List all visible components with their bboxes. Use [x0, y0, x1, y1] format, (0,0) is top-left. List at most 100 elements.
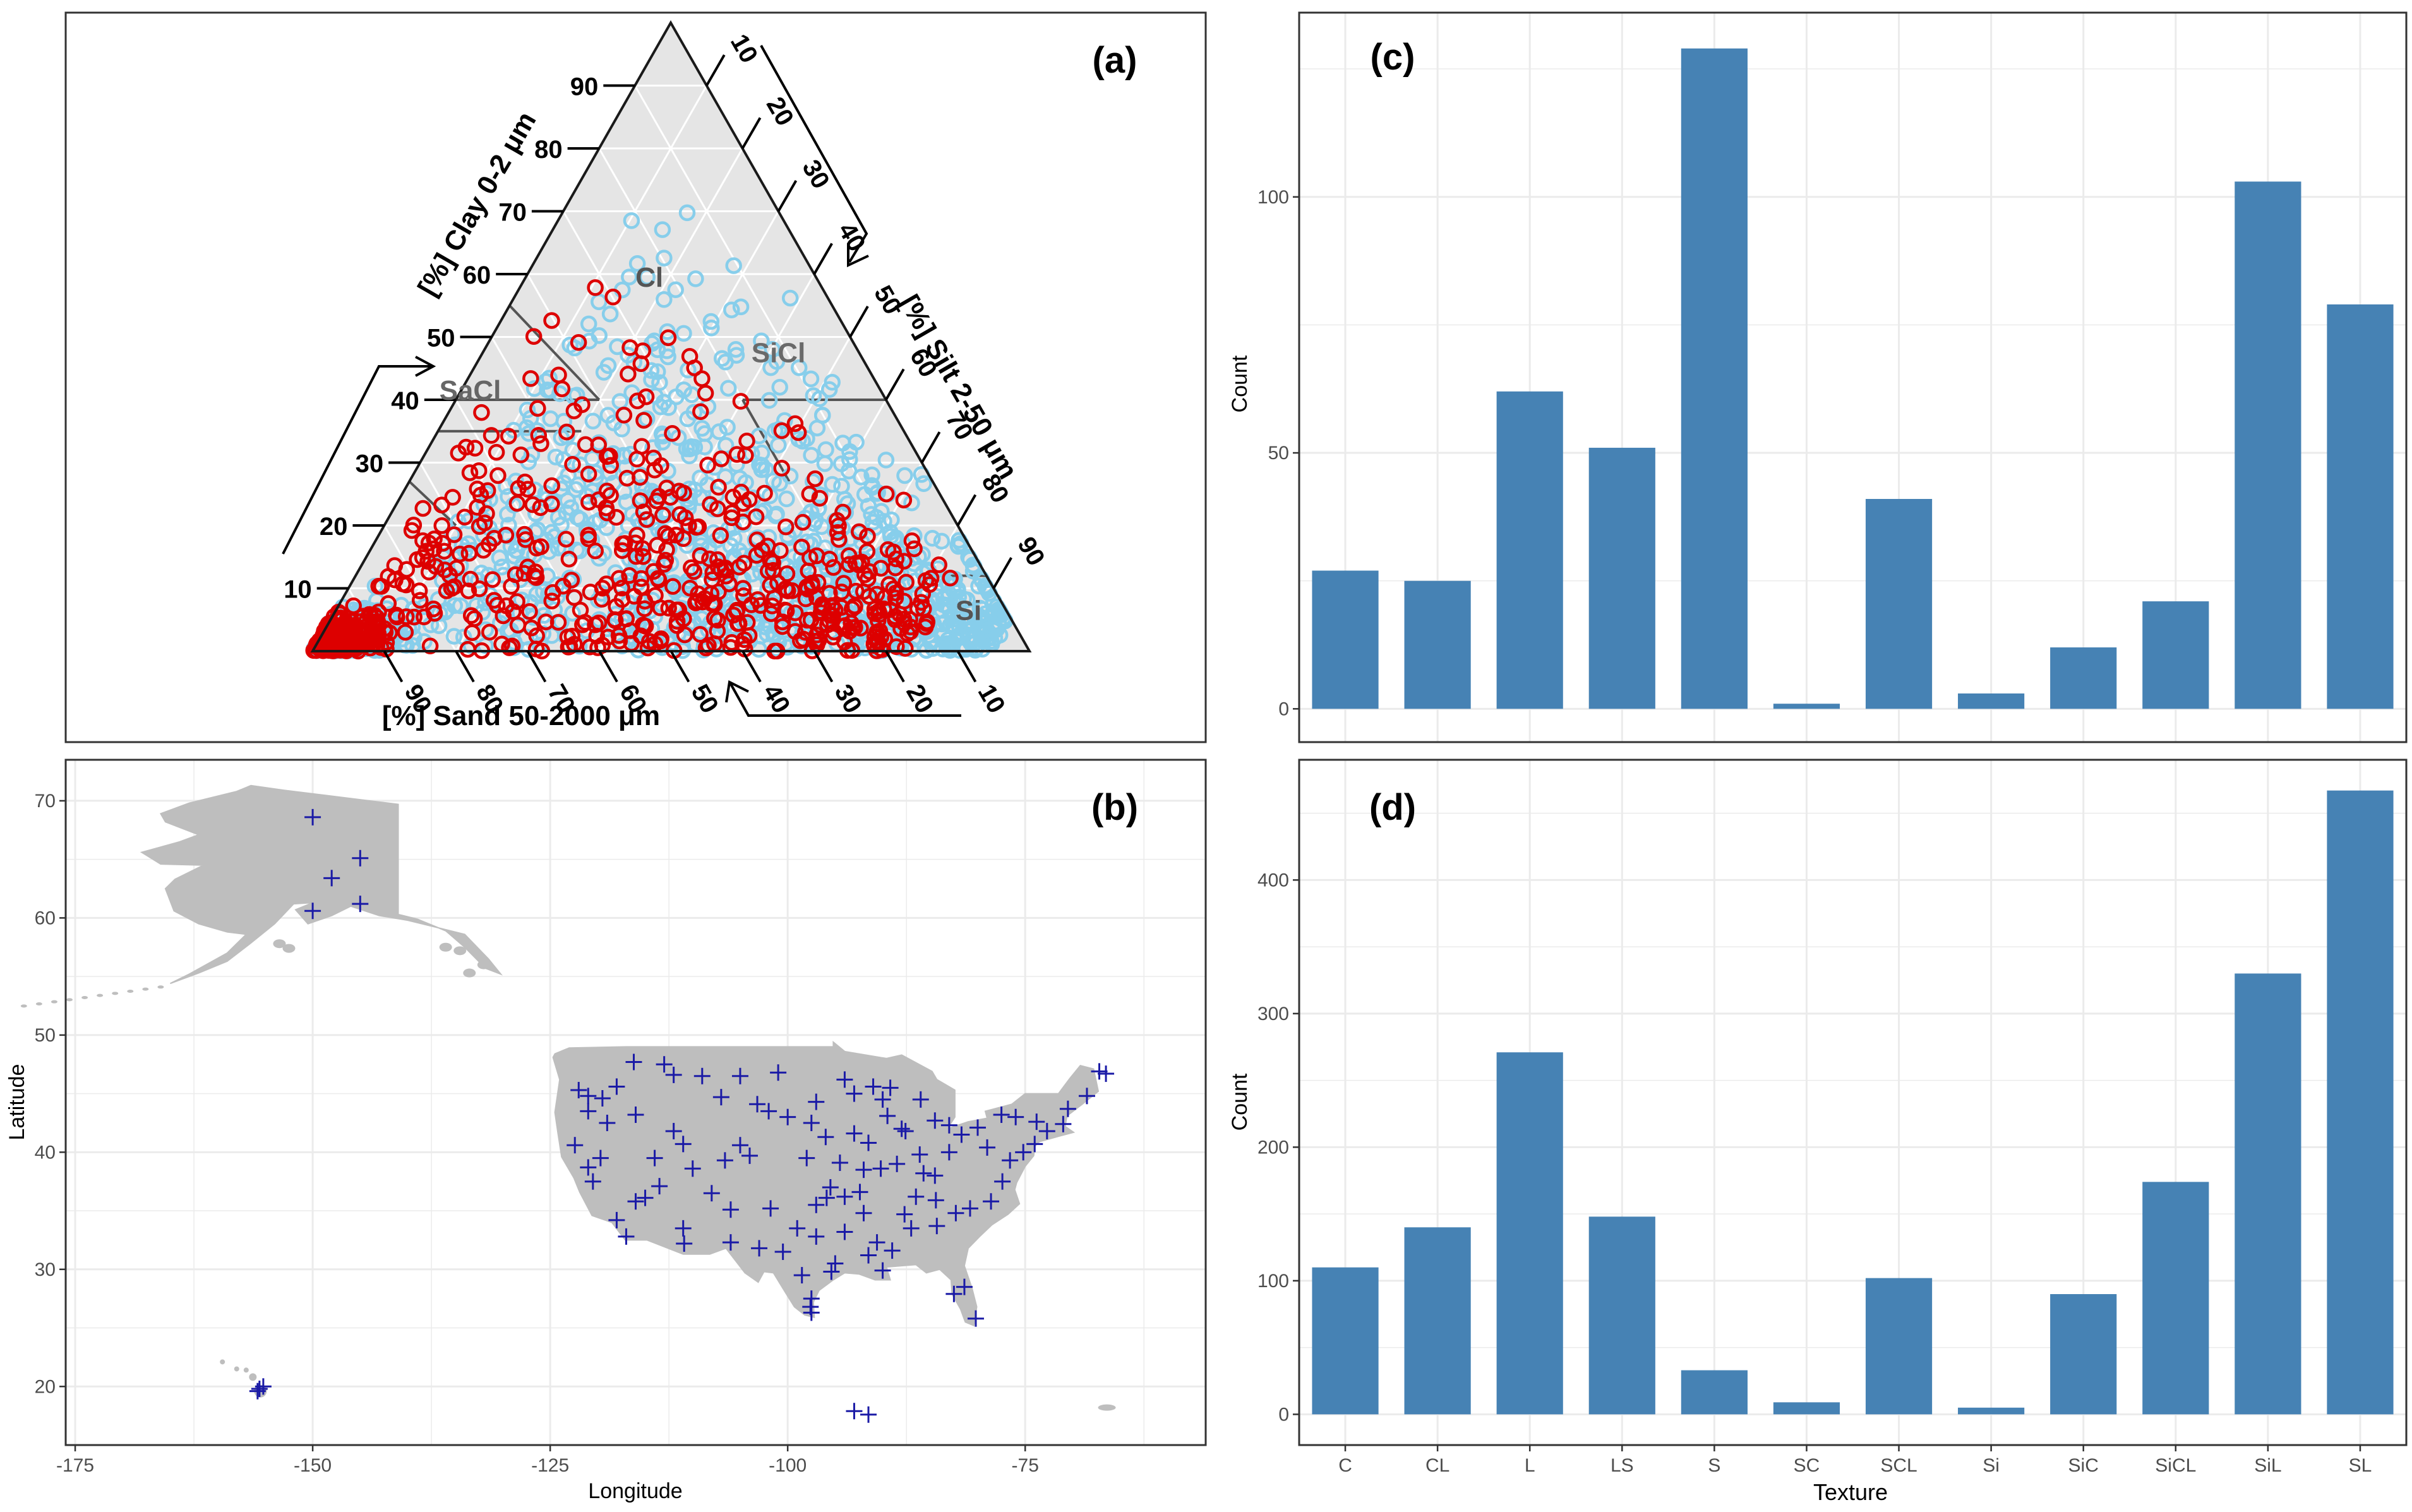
- bar-y-tick-label: 50: [1268, 443, 1289, 464]
- ternary-point: [768, 353, 786, 370]
- sand-tick: [383, 650, 404, 683]
- ternary-point: [762, 605, 780, 622]
- ternary-point: [836, 633, 853, 651]
- bar: [2142, 1182, 2209, 1415]
- ternary-point: [570, 333, 587, 351]
- site-marker: [817, 1129, 834, 1146]
- ternary-point: [896, 553, 913, 570]
- panel-a-label: (a): [1093, 40, 1137, 81]
- aleutian-island: [66, 998, 73, 1002]
- bar-y-tick-label: 300: [1257, 1004, 1289, 1024]
- site-marker: [722, 1234, 739, 1251]
- ternary-point: [921, 576, 939, 593]
- site-marker: [722, 1201, 739, 1218]
- ternary-point: [462, 570, 479, 588]
- ternary-point: [523, 446, 541, 463]
- ternary-point: [621, 268, 638, 285]
- ternary-point: [411, 582, 428, 599]
- silt-arrowhead: [847, 243, 869, 268]
- ternary-point: [521, 603, 538, 620]
- ternary-point: [613, 542, 631, 559]
- texture-class-label: SiCl: [752, 337, 806, 368]
- map-x-tick-label: -150: [294, 1455, 332, 1476]
- ternary-point: [405, 517, 423, 534]
- ternary-point: [866, 601, 884, 618]
- ternary-point: [649, 537, 666, 554]
- ternary-point: [696, 438, 713, 455]
- ternary-point: [388, 606, 405, 624]
- hawaii-island: [249, 1373, 257, 1381]
- silt-tick: [920, 431, 941, 464]
- ternary-point: [753, 332, 770, 350]
- alaska-island: [453, 946, 467, 956]
- map-y-tick-label: 60: [35, 908, 56, 928]
- ternary-point: [587, 616, 604, 633]
- ternary-point: [875, 600, 892, 618]
- ternary-point: [601, 305, 619, 323]
- site-marker: [1091, 1063, 1108, 1080]
- ternary-point: [794, 513, 812, 531]
- ternary-point: [549, 509, 567, 526]
- ternary-point: [805, 515, 823, 532]
- bar-x-tick-label: SiL: [2254, 1455, 2281, 1476]
- ternary-point: [779, 582, 796, 599]
- ternary-point: [780, 529, 797, 546]
- ternary-point: [647, 387, 664, 405]
- ternary-point: [620, 346, 637, 364]
- sand-tick: [956, 650, 977, 683]
- site-marker: [1028, 1113, 1045, 1131]
- ternary-point: [741, 491, 758, 508]
- ternary-point: [615, 407, 633, 424]
- ternary-point: [507, 542, 525, 559]
- ternary-point: [756, 484, 773, 502]
- ternary-point: [735, 555, 753, 572]
- bar: [1588, 447, 1655, 709]
- site-marker: [731, 1137, 748, 1154]
- site-marker: [580, 1088, 597, 1105]
- bar: [1773, 704, 1840, 709]
- ternary-point: [471, 580, 488, 597]
- ternary-point: [834, 503, 851, 521]
- ternary-point: [712, 527, 729, 544]
- bar: [1496, 391, 1563, 709]
- ternary-point: [610, 570, 628, 587]
- ternary-point: [692, 547, 709, 564]
- bar-y-tick-label: 100: [1257, 187, 1289, 208]
- ternary-point: [764, 561, 782, 579]
- site-marker: [882, 1079, 899, 1096]
- ternary-point: [436, 543, 453, 560]
- site-marker: [827, 1255, 844, 1272]
- ternary-point: [466, 440, 484, 457]
- site-marker: [983, 1193, 1000, 1210]
- ternary-point: [460, 544, 478, 562]
- ternary-point: [532, 435, 549, 452]
- ternary-point: [633, 579, 650, 596]
- ternary-point: [713, 350, 731, 367]
- silt-tick: [992, 557, 1012, 589]
- ternary-point: [727, 340, 745, 358]
- site-marker: [956, 1278, 973, 1295]
- ternary-point: [824, 476, 841, 493]
- ternary-point: [580, 493, 597, 511]
- bar-y-tick-label: 0: [1278, 699, 1289, 719]
- site-marker: [1038, 1122, 1055, 1139]
- ternary-point: [595, 544, 613, 562]
- ternary-point: [667, 526, 685, 544]
- panel-c-label: (c): [1371, 37, 1415, 78]
- site-marker: [846, 1125, 863, 1142]
- ternary-point: [957, 640, 975, 658]
- map-x-tick-label: -100: [769, 1455, 807, 1476]
- ternary-point: [542, 410, 559, 428]
- ternary-point: [790, 359, 808, 376]
- ternary-point: [877, 485, 895, 503]
- ternary-point: [786, 415, 804, 432]
- sand-direction-arrow: [729, 683, 961, 717]
- silt-direction-arrow: [760, 45, 868, 263]
- conterminous-us-shape: [552, 1040, 1100, 1327]
- bar-d-bars: [1312, 790, 2394, 1415]
- ternary-point: [789, 424, 807, 441]
- ternary-point: [599, 504, 616, 522]
- site-marker: [802, 1299, 819, 1316]
- texture-class-label: Si: [956, 595, 982, 626]
- ternary-point: [702, 496, 719, 513]
